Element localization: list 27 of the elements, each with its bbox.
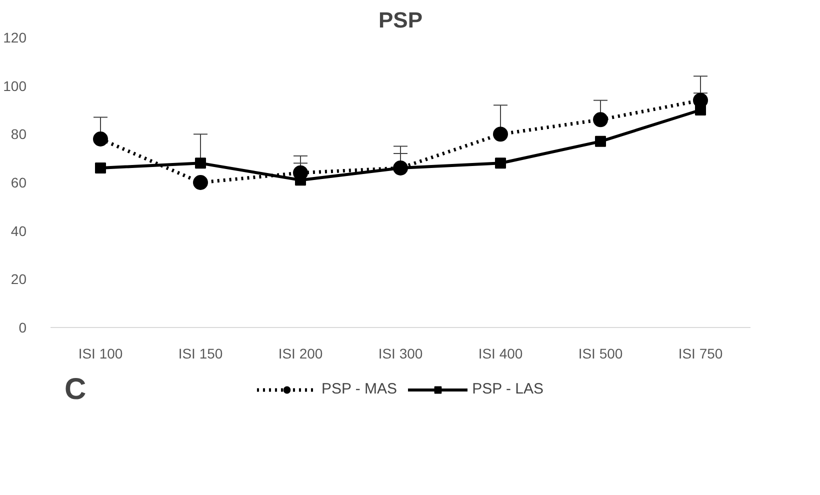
point xyxy=(493,126,508,142)
point xyxy=(593,112,608,128)
x-tick-label: ISI 400 xyxy=(478,346,523,362)
point xyxy=(695,104,706,116)
x-tick-label: ISI 500 xyxy=(578,346,623,362)
point xyxy=(495,158,506,169)
y-tick-label: 60 xyxy=(10,174,27,190)
legend-label: PSP - MAS xyxy=(321,380,398,398)
y-tick-label: 20 xyxy=(10,271,27,288)
x-tick-label: ISI 200 xyxy=(278,346,323,362)
point xyxy=(195,158,206,169)
y-tick-label: 100 xyxy=(3,78,27,94)
x-tick-label: ISI 100 xyxy=(78,346,123,362)
y-tick-label: 120 xyxy=(3,30,27,46)
y-tick-label: 80 xyxy=(10,126,27,142)
y-tick-label: 40 xyxy=(10,222,27,239)
text: C xyxy=(64,373,86,406)
point xyxy=(193,175,208,190)
chart-title: PSP xyxy=(378,8,423,32)
x-tick-label: ISI 750 xyxy=(678,346,723,362)
point xyxy=(93,132,108,146)
point xyxy=(95,162,106,174)
x-tick-label: ISI 300 xyxy=(378,346,423,362)
point xyxy=(595,136,606,147)
x-tick-label: ISI 150 xyxy=(178,346,223,362)
legend-label: PSP - LAS xyxy=(472,380,544,398)
y-tick-label: 0 xyxy=(18,320,27,336)
